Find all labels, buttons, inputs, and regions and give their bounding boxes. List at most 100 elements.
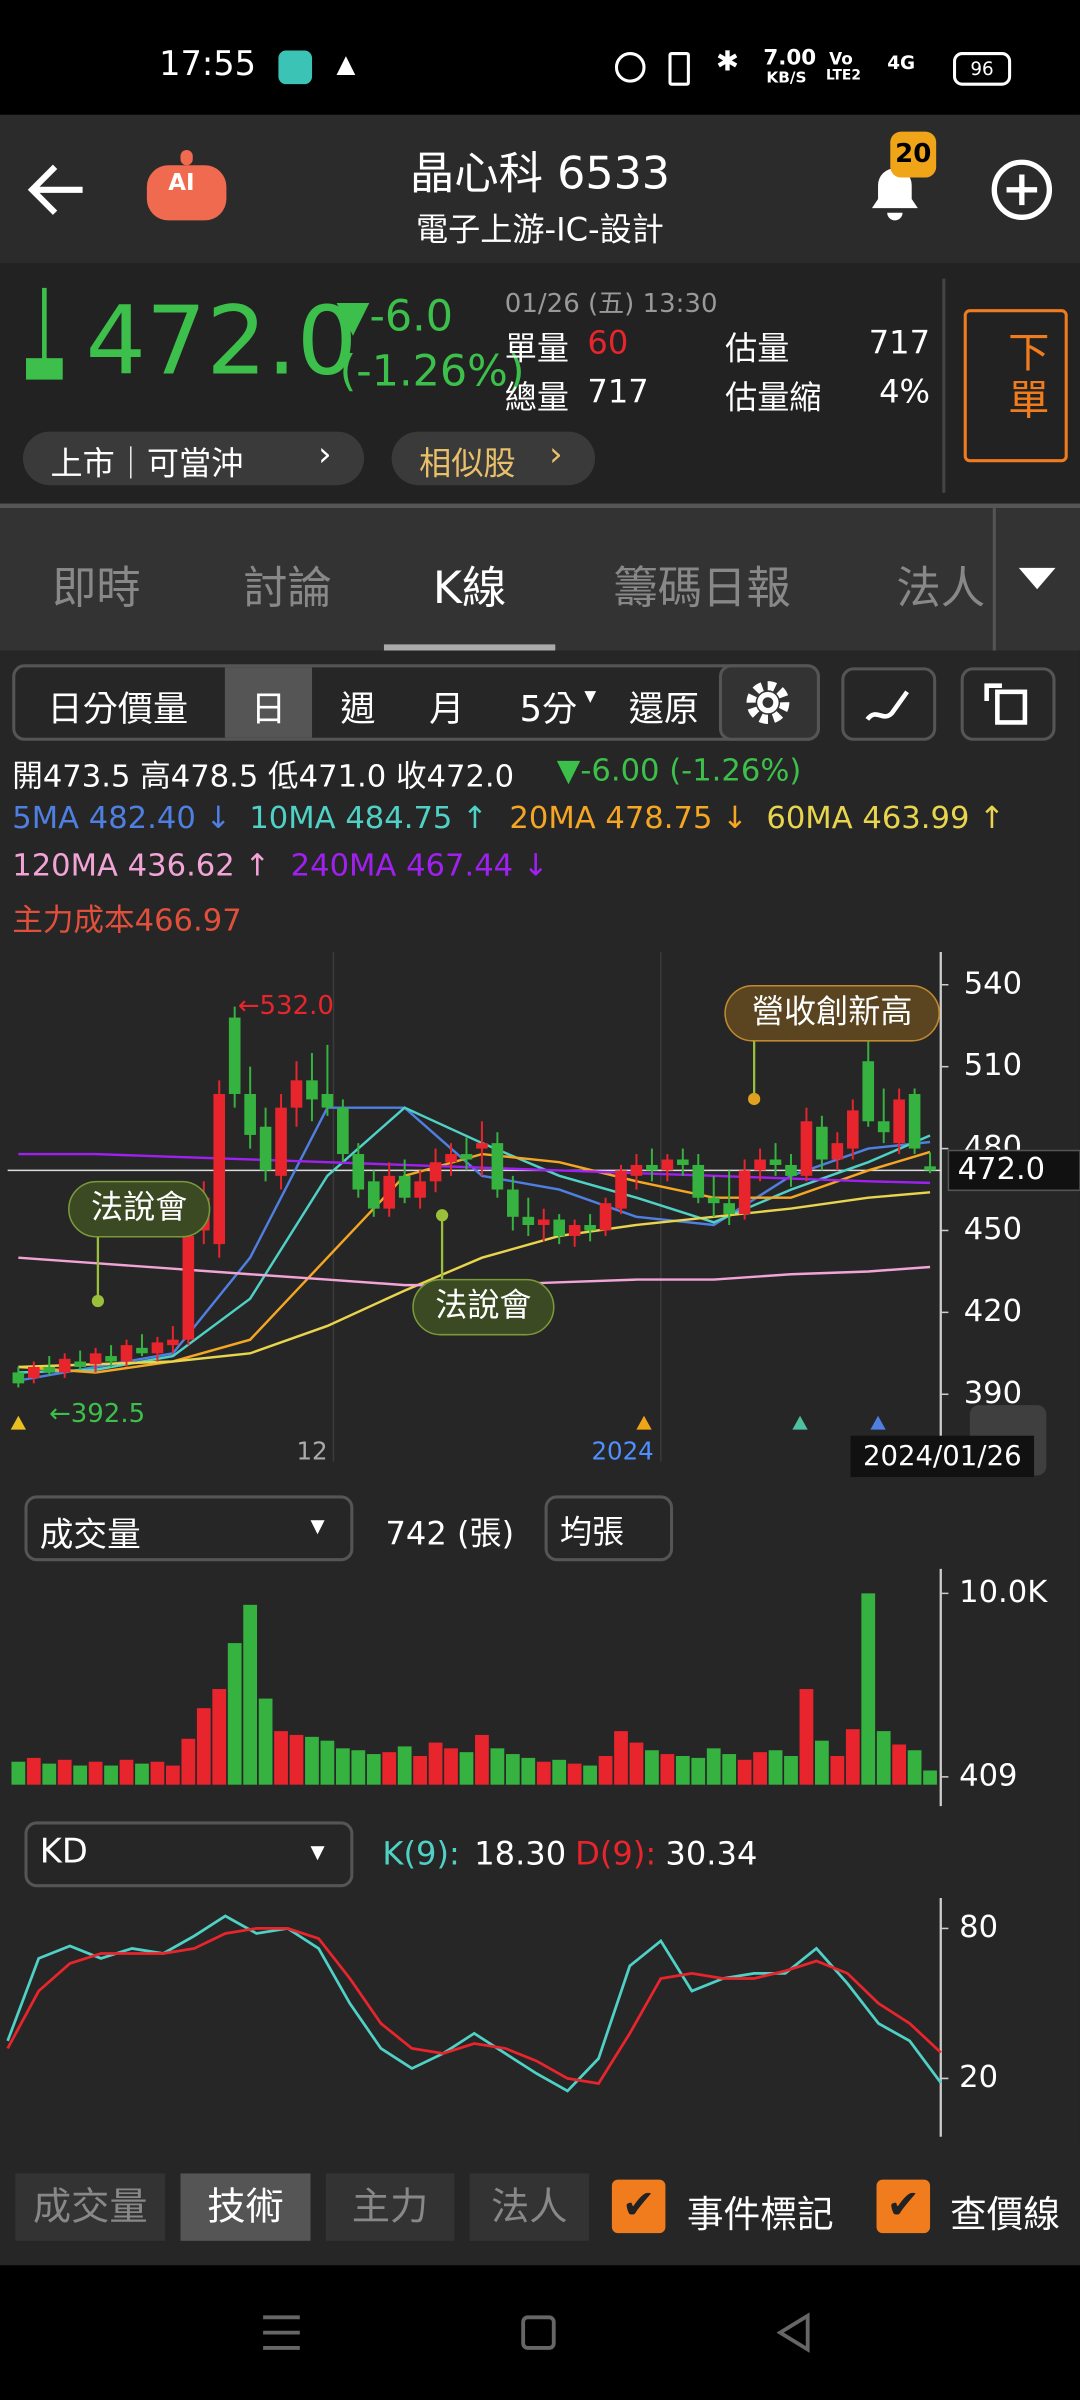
rotate-button[interactable]	[960, 667, 1056, 741]
tag-pill[interactable]	[391, 431, 596, 486]
order-button[interactable]	[963, 309, 1068, 463]
price-label: 472.0	[958, 1152, 1046, 1187]
candle-body	[754, 1159, 766, 1171]
candle-body	[831, 1143, 844, 1160]
candle-body	[58, 1358, 71, 1373]
k-line	[6, 1914, 942, 2093]
period-option[interactable]: 日	[250, 690, 287, 731]
change: ▼-6.0	[336, 290, 454, 342]
ai-antenna	[180, 149, 193, 166]
period-active-bg	[224, 667, 313, 738]
y-tick-label: 10.0K	[959, 1575, 1048, 1610]
draw-button[interactable]	[841, 667, 937, 741]
volume-bar	[815, 1740, 829, 1785]
ohlc: 開473.5 高478.5 低471.0 收472.0	[12, 757, 515, 795]
gear-icon	[746, 681, 790, 724]
volume-bar	[57, 1759, 72, 1785]
volume-bar	[830, 1755, 845, 1785]
ma-label: 120MA 436.62 ↑	[12, 846, 270, 883]
period-option[interactable]: 還原	[628, 690, 700, 731]
y-tick-label: 390	[964, 1376, 1022, 1411]
bell-icon[interactable]	[863, 159, 927, 223]
k-value: 18.30	[474, 1835, 567, 1872]
candle-body	[723, 1203, 735, 1215]
checkbox[interactable]: ✔	[876, 2179, 931, 2234]
candle-body	[367, 1181, 380, 1209]
candle-body	[491, 1143, 504, 1190]
nav-bar	[0, 2265, 1080, 2400]
event-marker	[870, 1415, 886, 1430]
tab[interactable]: 即時	[51, 561, 141, 614]
tab[interactable]: 法人	[896, 561, 986, 614]
event-marker	[10, 1415, 27, 1430]
candle-body	[677, 1159, 689, 1165]
bottom-tab[interactable]: 成交量	[15, 2173, 166, 2241]
candle-body	[167, 1339, 179, 1346]
volume-bar	[675, 1755, 690, 1785]
event-dot	[91, 1294, 105, 1308]
period-dropdown: ▼	[584, 688, 597, 706]
ma-label: 5MA 482.40 ↓	[12, 799, 231, 836]
period-option[interactable]: 5分	[519, 690, 578, 731]
candle-body	[661, 1159, 674, 1171]
volume-bar	[351, 1750, 366, 1785]
volume-bar	[227, 1643, 242, 1785]
event-label: 法說會	[91, 1188, 187, 1226]
stat-label: 估量縮	[725, 379, 822, 417]
event-bubble	[412, 1278, 555, 1336]
tab[interactable]: 討論	[243, 561, 332, 614]
back-button[interactable]	[24, 159, 88, 220]
stat-value: 717	[587, 373, 649, 411]
volume-bar	[320, 1740, 335, 1785]
tab-dropdown[interactable]	[1016, 565, 1059, 593]
ma-arrow: ↓	[205, 798, 232, 836]
event-bubble	[724, 984, 941, 1042]
ma-value: 120MA 436.62	[12, 846, 235, 884]
add-button[interactable]	[990, 158, 1054, 222]
tab[interactable]: K線	[432, 561, 507, 614]
volume-bar	[428, 1742, 443, 1785]
volume-bar	[26, 1757, 41, 1785]
tag-pill[interactable]	[22, 431, 365, 486]
tab[interactable]: 籌碼日報	[613, 561, 791, 614]
bottom-tab[interactable]: 法人	[469, 2173, 589, 2241]
checkbox[interactable]: ✔	[611, 2179, 666, 2234]
candle-body	[707, 1197, 720, 1204]
bottom-tab[interactable]: 技術	[180, 2173, 311, 2241]
indicator-selector[interactable]	[24, 1821, 354, 1888]
candle-body	[877, 1121, 890, 1133]
volume-bar	[73, 1765, 88, 1785]
volume-bar	[11, 1761, 26, 1785]
low-label: ←392.5	[49, 1399, 145, 1429]
tag-label: 相似股	[419, 445, 516, 483]
bottom-tab[interactable]: 主力	[325, 2173, 455, 2241]
volume-bar	[42, 1763, 57, 1785]
volume-bar	[413, 1755, 428, 1785]
event-marker	[636, 1415, 652, 1430]
candle-body	[646, 1164, 658, 1171]
speed: 7.00	[763, 45, 817, 71]
y-tick-label: 409	[959, 1758, 1017, 1793]
period-option[interactable]: 月	[429, 690, 465, 731]
period-option[interactable]: 週	[340, 690, 376, 731]
candle-body	[105, 1356, 117, 1362]
y-tick-label: 80	[959, 1910, 998, 1945]
nav-buttons[interactable]	[260, 2311, 826, 2357]
y-tick-label: 420	[964, 1294, 1022, 1329]
volume-bar	[88, 1761, 103, 1785]
candle-body	[306, 1080, 318, 1100]
volume-bar	[845, 1729, 860, 1785]
volume-bar	[784, 1755, 798, 1785]
ai-robot[interactable]	[146, 165, 227, 221]
checkbox-label: 事件標記	[686, 2193, 834, 2237]
status-bar	[0, 0, 1080, 115]
volume-bar	[490, 1748, 505, 1785]
ma-label: 60MA 463.99 ↑	[766, 799, 1004, 836]
volume-bar	[135, 1763, 149, 1785]
period-option[interactable]: 日分價量	[47, 690, 189, 731]
unit-selector[interactable]	[544, 1495, 674, 1562]
tag-arrow: ›	[318, 436, 332, 475]
ma-value: 20MA 478.75	[509, 798, 713, 836]
volume-selector[interactable]	[24, 1495, 354, 1562]
